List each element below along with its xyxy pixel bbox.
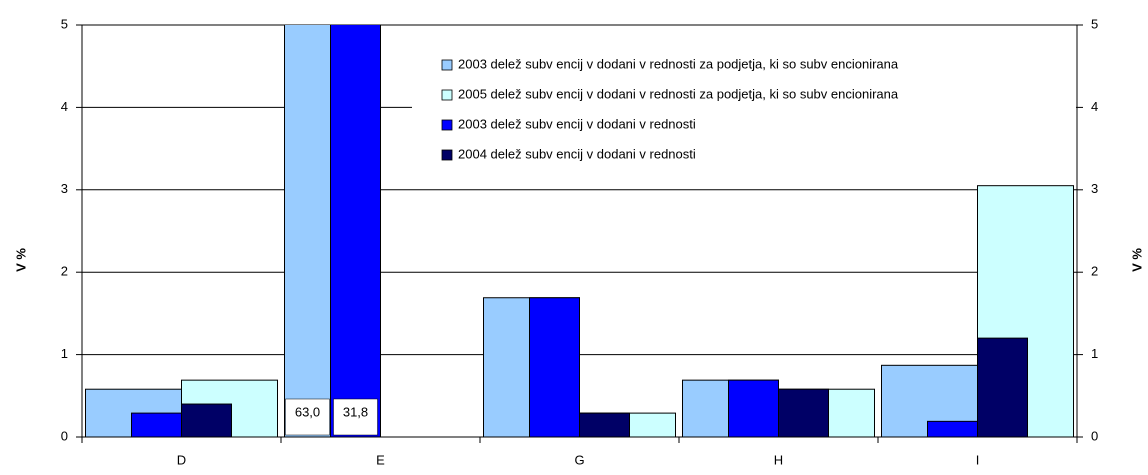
- bars: [85, 25, 1074, 437]
- y-tick-label: 4: [61, 99, 68, 114]
- bar: [330, 25, 381, 437]
- bar: [778, 388, 829, 437]
- bar: [977, 337, 1028, 437]
- bar: [579, 412, 630, 437]
- x-tick-label: D: [177, 452, 186, 467]
- y-tick-label: 3: [61, 181, 68, 196]
- legend-swatch: [441, 149, 453, 161]
- y2-tick-label: 0: [1091, 428, 1098, 443]
- bar: [131, 412, 182, 437]
- y-tick-label: 1: [61, 346, 68, 361]
- y2-tick-label: 3: [1091, 181, 1098, 196]
- legend: [412, 45, 1076, 170]
- foreground: 0 1 2 3 4 5 0 1 2 3 4 5 63,0 31,8 D E G H I 2003 delež subv…: [61, 16, 1098, 467]
- legend-swatch: [441, 59, 453, 71]
- x-tick-label: I: [976, 452, 980, 467]
- bar: [529, 297, 580, 437]
- y2-tick-label: 5: [1091, 16, 1098, 31]
- y2-tick-label: 2: [1091, 264, 1098, 279]
- y2-axis-title: V %: [1129, 248, 1144, 272]
- legend-swatch: [441, 89, 453, 101]
- value-label-box: [333, 398, 378, 436]
- bar: [728, 379, 779, 437]
- x-tick-label: E: [376, 452, 385, 467]
- bar: [927, 420, 978, 437]
- legend-label: 2005 delež subv encij v dodani v rednost…: [458, 86, 899, 101]
- y2-tick-label: 4: [1091, 99, 1098, 114]
- y2-tick-label: 1: [1091, 346, 1098, 361]
- x-tick-label: G: [574, 452, 584, 467]
- y-tick-label: 0: [61, 428, 68, 443]
- x-tick-label: H: [774, 452, 783, 467]
- value-label: 31,8: [343, 404, 368, 419]
- legend-label: 2004 delež subv encij v dodani v rednost…: [458, 146, 696, 161]
- legend-label: 2003 delež subv encij v dodani v rednost…: [458, 116, 696, 131]
- value-label-box: [285, 398, 330, 436]
- legend-label: 2003 delež subv encij v dodani v rednost…: [458, 56, 899, 71]
- y-axis-title: V %: [13, 248, 28, 272]
- y-tick-label: 5: [61, 16, 68, 31]
- legend-swatch: [441, 119, 453, 131]
- bar: [181, 403, 232, 437]
- y-tick-label: 2: [61, 264, 68, 279]
- value-label: 63,0: [295, 404, 320, 419]
